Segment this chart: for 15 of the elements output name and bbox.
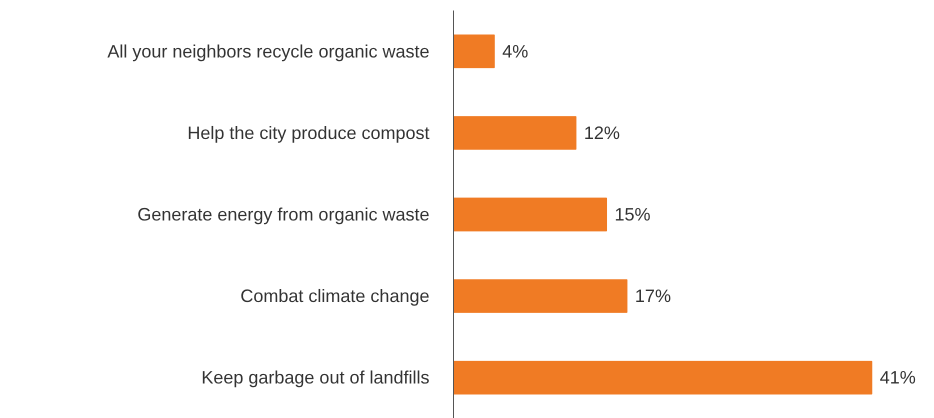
bar <box>454 279 628 313</box>
data-label: 41% <box>880 368 916 388</box>
data-label: 17% <box>634 286 671 306</box>
data-label: 12% <box>584 122 620 143</box>
bar <box>454 116 576 150</box>
data-label: 4% <box>502 41 528 62</box>
y-tick-label: All your neighbors recycle organic waste <box>107 41 430 62</box>
y-tick-label: Keep garbage out of landfills <box>201 368 430 388</box>
bar <box>454 34 495 68</box>
bar <box>454 198 608 232</box>
y-tick-label: Generate energy from organic waste <box>137 204 430 224</box>
y-tick-label: Help the city produce compost <box>187 122 430 143</box>
y-tick-label: Combat climate change <box>240 286 430 306</box>
bar <box>454 360 872 395</box>
data-label: 15% <box>614 204 651 224</box>
